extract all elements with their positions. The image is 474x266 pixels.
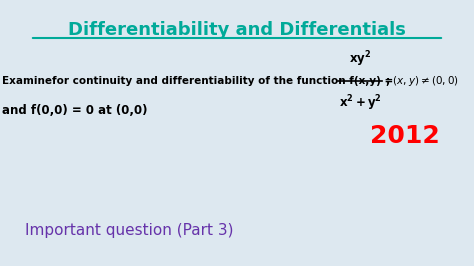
Text: $\mathbf{xy^2}$: $\mathbf{xy^2}$ bbox=[349, 49, 371, 69]
Text: $\mathbf{x^2 + y^2}$: $\mathbf{x^2 + y^2}$ bbox=[338, 93, 382, 113]
Text: 2012: 2012 bbox=[370, 124, 440, 148]
Text: ; $(x,y) \neq (0,0)$: ; $(x,y) \neq (0,0)$ bbox=[385, 74, 459, 88]
Text: Important question (Part 3): Important question (Part 3) bbox=[25, 223, 234, 239]
Text: Examinefor continuity and differentiability of the function f(x,y) =: Examinefor continuity and differentiabil… bbox=[2, 76, 397, 86]
Text: Differentiability and Differentials: Differentiability and Differentials bbox=[68, 21, 406, 39]
Text: and f(0,0) = 0 at (0,0): and f(0,0) = 0 at (0,0) bbox=[2, 105, 147, 118]
